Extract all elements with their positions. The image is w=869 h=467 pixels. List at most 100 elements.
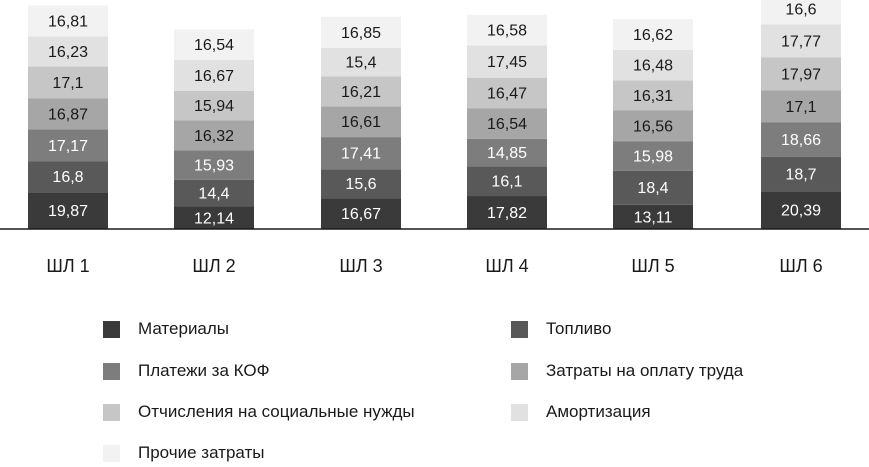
data-label: 16,31	[633, 88, 673, 105]
bar-segment	[174, 29, 254, 60]
legend-item: Прочие затраты	[103, 441, 265, 465]
data-label: 20,39	[781, 203, 821, 220]
x-tick-label: ШЛ 3	[339, 256, 382, 276]
bar-segment	[613, 110, 693, 142]
legend-swatch	[511, 362, 528, 380]
data-label: 16,87	[48, 106, 88, 123]
data-label: 18,66	[781, 132, 821, 149]
data-label: 17,1	[52, 75, 83, 92]
data-label: 15,4	[345, 55, 376, 72]
bar-segment	[613, 170, 693, 205]
legend-item: Материалы	[103, 317, 229, 341]
legend-swatch	[103, 403, 120, 421]
bar-segment	[761, 57, 841, 91]
legend-label: Амортизация	[546, 402, 651, 421]
data-label: 16,67	[341, 206, 381, 223]
bar-segment	[28, 192, 108, 229]
bar-segment	[174, 150, 254, 180]
data-label: 17,82	[487, 205, 527, 222]
bar-segment	[174, 59, 254, 91]
bar-segment	[613, 80, 693, 111]
bar-segment	[613, 204, 693, 229]
legend-item: Затраты на оплату труда	[511, 359, 743, 383]
legend-item: Отчисления на социальные нужды	[103, 400, 415, 424]
bar-segment	[467, 45, 547, 78]
bar-segment	[761, 191, 841, 229]
bar-segment	[321, 198, 401, 229]
data-label: 18,4	[637, 180, 668, 197]
data-label: 16,61	[341, 114, 381, 131]
legend-swatch	[511, 403, 528, 421]
data-label: 12,14	[194, 210, 234, 227]
x-tick-label: ШЛ 5	[631, 256, 674, 276]
data-label: 16,56	[633, 118, 673, 135]
bar-segment	[613, 19, 693, 50]
bar-segment	[613, 141, 693, 171]
x-tick-label: ШЛ 1	[46, 256, 89, 276]
data-label: 16,58	[487, 23, 527, 40]
legend-swatch	[103, 320, 120, 338]
bar-segment	[28, 5, 108, 37]
legend-label: Затраты на оплату труда	[546, 361, 744, 380]
bar-segment	[761, 0, 841, 25]
x-tick-label: ШЛ 2	[192, 256, 235, 276]
bar-segment	[321, 137, 401, 170]
bar-segment	[321, 106, 401, 138]
bar-segment	[761, 122, 841, 157]
x-tick-label: ШЛ 6	[779, 256, 822, 276]
bar-segment	[28, 98, 108, 130]
legend-label: Топливо	[546, 319, 612, 338]
bar-segment	[467, 196, 547, 229]
bar-segment	[467, 14, 547, 46]
legend-label: Отчисления на социальные нужды	[138, 402, 415, 421]
legend-label: Платежи за КОФ	[138, 361, 270, 380]
bar-segment	[321, 16, 401, 48]
data-label: 16,6	[785, 2, 816, 19]
data-label: 18,7	[785, 166, 816, 183]
bar-segment	[761, 90, 841, 123]
data-label: 17,97	[781, 66, 821, 83]
data-label: 17,1	[785, 99, 816, 116]
legend-swatch	[103, 362, 120, 380]
legend-item: Платежи за КОФ	[103, 359, 270, 383]
bar-segment	[761, 24, 841, 58]
bar-segment	[28, 66, 108, 99]
data-label: 14,4	[198, 186, 229, 203]
data-label: 16,54	[487, 116, 527, 133]
data-label: 15,93	[194, 158, 234, 175]
data-label: 17,41	[341, 146, 381, 163]
legend-swatch	[103, 444, 120, 462]
bar-segment	[28, 129, 108, 162]
data-label: 16,54	[194, 37, 234, 54]
data-label: 16,23	[48, 44, 88, 61]
data-label: 16,21	[341, 84, 381, 101]
data-label: 19,87	[48, 203, 88, 220]
bar-segment	[174, 179, 254, 207]
bar-segment	[467, 166, 547, 197]
legend-label: Материалы	[138, 319, 230, 338]
chart-legend: Материалы Топливо Платежи за КОФ Затраты на…	[0, 300, 869, 467]
bar-segment	[613, 49, 693, 81]
bar-segment	[467, 138, 547, 167]
data-label: 16,48	[633, 58, 673, 75]
data-label: 17,45	[487, 54, 527, 71]
data-label: 15,94	[194, 98, 234, 115]
bar-segment	[467, 77, 547, 109]
bar-segment	[174, 120, 254, 151]
data-label: 16,62	[633, 27, 673, 44]
bar-segment	[321, 76, 401, 107]
data-label: 16,1	[491, 174, 522, 191]
bar-segment	[28, 36, 108, 67]
bar-segment	[28, 161, 108, 193]
bar-segment	[321, 169, 401, 199]
data-label: 15,6	[345, 176, 376, 193]
stacked-bar-chart: 19,87 16,8 17,17 16,87 17,1 16,23 16,81 ШЛ 1 12,…	[0, 0, 869, 276]
data-label: 15,98	[633, 148, 673, 165]
data-label: 14,85	[487, 145, 527, 162]
legend-swatch	[511, 320, 528, 338]
legend-item: Амортизация	[511, 400, 651, 424]
bar-segment	[467, 108, 547, 139]
data-label: 16,8	[52, 169, 83, 186]
bar-segment	[174, 206, 254, 229]
data-label: 16,67	[194, 68, 234, 85]
